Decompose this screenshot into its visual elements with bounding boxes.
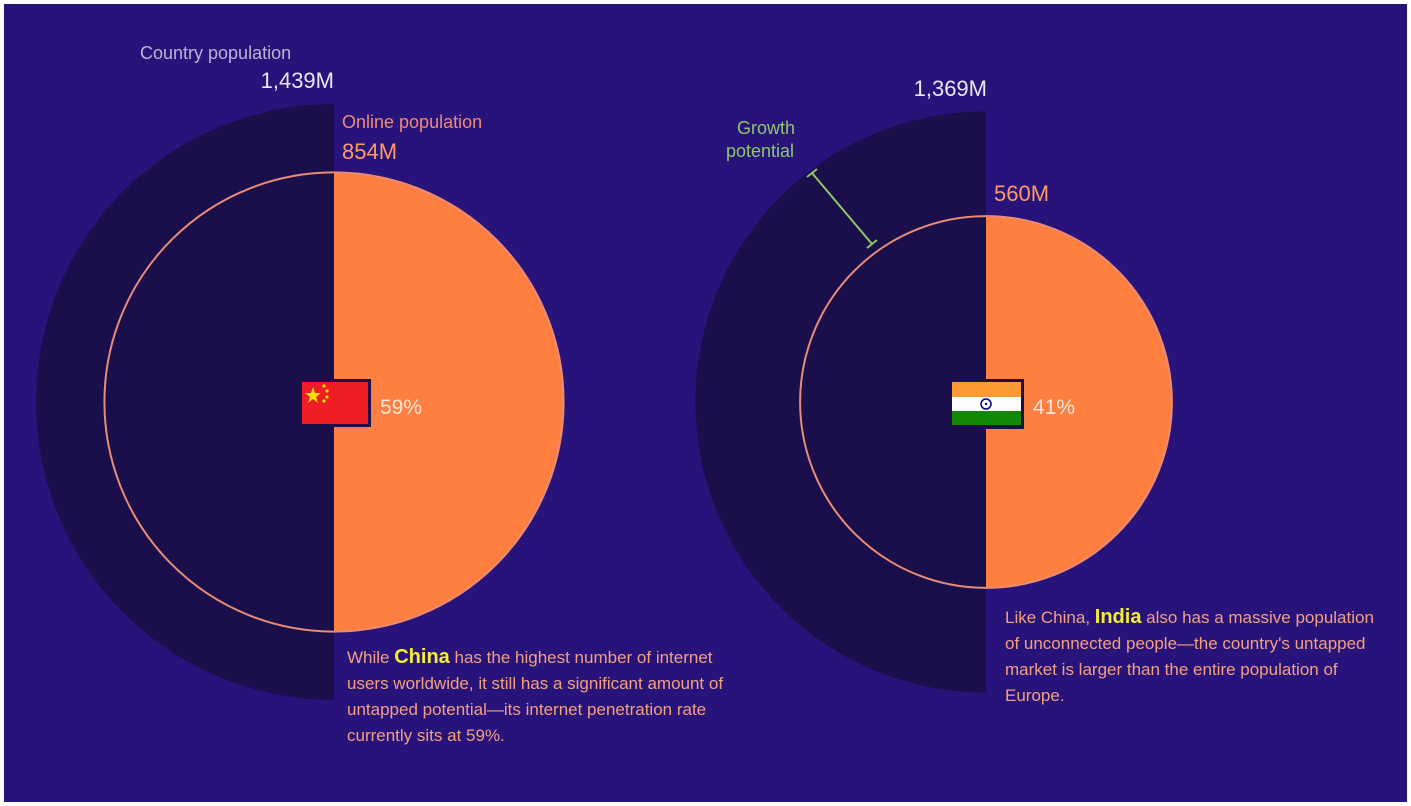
india-caption: Like China, India also has a massive pop…: [1005, 604, 1377, 709]
india-caption-prefix: Like China,: [1005, 608, 1095, 627]
china-caption: While China has the highest number of in…: [347, 644, 747, 749]
country-population-label: Country population: [140, 43, 291, 63]
china-caption-prefix: While: [347, 648, 395, 667]
china-online-population-ring: [103, 171, 565, 633]
india-online-population-half-circle: [986, 216, 1172, 588]
infographic: Country population 1,439M Online populat…: [4, 4, 1407, 802]
china-penetration-rate: 59%: [380, 396, 422, 419]
india-chart: 1,369M 560M Growth potential 41%: [695, 76, 1173, 693]
india-online-population-value: 560M: [994, 181, 1049, 206]
china-country-population-value: 1,439M: [261, 68, 334, 93]
online-population-label: Online population: [342, 112, 482, 132]
growth-potential-label-line1: Growth: [737, 118, 795, 138]
india-caption-text: also has a massive population of unconne…: [1005, 608, 1374, 705]
china-country-population-half-circle: [36, 104, 334, 700]
india-caption-highlight: India: [1094, 606, 1142, 628]
china-caption-highlight: China: [394, 646, 450, 668]
china-online-population-value: 854M: [342, 139, 397, 164]
china-online-population-half-circle: [334, 172, 564, 632]
india-online-population-ring: [799, 215, 1173, 589]
china-caption-text: has the highest number of internet users…: [347, 648, 724, 745]
growth-potential-label-line2: potential: [726, 141, 794, 161]
india-penetration-rate: 41%: [1033, 396, 1075, 419]
india-flag-icon: [949, 379, 1024, 429]
population-chart: Country population 1,439M Online populat…: [36, 43, 1173, 700]
growth-potential-bracket: [806, 168, 878, 249]
china-chart: Country population 1,439M Online populat…: [36, 43, 565, 700]
china-flag-icon: [299, 379, 371, 427]
india-country-population-value: 1,369M: [914, 76, 987, 101]
india-country-population-half-circle: [695, 111, 986, 693]
